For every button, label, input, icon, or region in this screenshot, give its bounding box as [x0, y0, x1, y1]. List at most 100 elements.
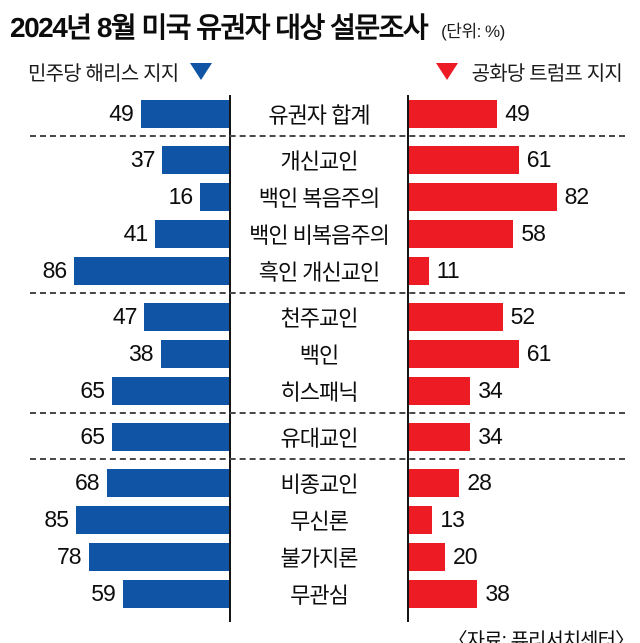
trump-value-label: 11 — [436, 257, 460, 283]
trump-value-label: 61 — [526, 146, 552, 172]
axis-extension-center — [231, 612, 407, 622]
harris-bar — [155, 219, 229, 248]
category-cell: 흑인 개신교인 — [231, 252, 407, 289]
trump-bar-cell: 13 — [407, 501, 640, 538]
axis-extension-left — [0, 612, 231, 622]
trump-bar — [409, 256, 429, 285]
category-cell: 무신론 — [231, 501, 407, 538]
trump-bar-cell: 61 — [407, 141, 640, 178]
harris-bar-cell: 41 — [0, 215, 231, 252]
category-label: 백인 비복음주의 — [249, 222, 390, 248]
trump-bar — [409, 542, 445, 571]
harris-bar — [74, 256, 229, 285]
chart-row: 38 백인 61 — [0, 335, 640, 372]
harris-bar-cell: 38 — [0, 335, 231, 372]
category-label: 불가지론 — [280, 545, 359, 571]
trump-bar-cell: 28 — [407, 464, 640, 501]
dashed-divider-line — [30, 135, 625, 137]
trump-value-label: 28 — [467, 469, 492, 495]
harris-bar — [140, 99, 229, 128]
trump-bar-cell: 58 — [407, 215, 640, 252]
category-cell: 천주교인 — [231, 298, 407, 335]
harris-value-label: 38 — [129, 340, 154, 366]
harris-bar — [200, 182, 229, 211]
harris-bar-cell: 68 — [0, 464, 231, 501]
harris-bar — [144, 302, 229, 331]
category-label: 무관심 — [290, 582, 349, 608]
harris-value-label: 65 — [80, 423, 105, 449]
category-cell: 불가지론 — [231, 538, 407, 575]
trump-value-label: 34 — [478, 377, 503, 403]
harris-bar-cell: 59 — [0, 575, 231, 612]
trump-value-label: 58 — [521, 220, 546, 246]
category-cell: 유권자 합계 — [231, 95, 407, 132]
group-separator — [0, 409, 640, 418]
category-label: 백인 — [299, 342, 339, 368]
chart-row: 41 백인 비복음주의 58 — [0, 215, 640, 252]
trump-bar-cell: 34 — [407, 372, 640, 409]
harris-value-label: 78 — [57, 543, 82, 569]
dashed-divider-line — [30, 292, 625, 294]
harris-bar — [106, 468, 229, 497]
category-cell: 개신교인 — [231, 141, 407, 178]
chart-row: 68 비종교인 28 — [0, 464, 640, 501]
chart-row: 37 개신교인 61 — [0, 141, 640, 178]
unit-note: (단위: %) — [441, 22, 505, 41]
group-separator — [0, 455, 640, 464]
category-cell: 백인 비복음주의 — [231, 215, 407, 252]
group-separator — [0, 132, 640, 141]
category-label: 무신론 — [290, 508, 349, 534]
trump-bar-cell: 20 — [407, 538, 640, 575]
category-cell: 백인 — [231, 335, 407, 372]
trump-value-label: 34 — [478, 423, 503, 449]
chart-rows: 49 유권자 합계 49 37 개신교인 61 16 백인 복음주의 82 41 백인 비복음주의 5… — [0, 95, 640, 622]
trump-bar — [409, 99, 498, 128]
category-label: 히스패닉 — [280, 379, 359, 405]
chart-row: 65 히스패닉 34 — [0, 372, 640, 409]
category-cell: 백인 복음주의 — [231, 178, 407, 215]
harris-bar — [76, 505, 229, 534]
harris-bar-cell: 16 — [0, 178, 231, 215]
harris-blue-triangle-icon — [190, 63, 213, 80]
harris-value-label: 85 — [44, 506, 69, 532]
legend-item-harris: 민주당 해리스 지지 — [28, 57, 213, 86]
trump-bar — [409, 468, 460, 497]
axis-extension-right — [407, 612, 640, 622]
trump-value-label: 49 — [505, 100, 530, 126]
category-label: 비종교인 — [280, 471, 359, 497]
chart-row: 78 불가지론 20 — [0, 538, 640, 575]
harris-value-label: 47 — [112, 303, 138, 329]
trump-bar — [409, 182, 557, 211]
harris-bar-cell: 86 — [0, 252, 231, 289]
trump-bar-cell: 82 — [407, 178, 640, 215]
trump-bar — [409, 505, 433, 534]
harris-value-label: 86 — [42, 257, 68, 283]
trump-bar — [409, 145, 519, 174]
trump-value-label: 52 — [510, 303, 536, 329]
category-cell: 무관심 — [231, 575, 407, 612]
trump-bar — [409, 376, 471, 405]
category-label: 유대교인 — [280, 425, 359, 451]
harris-value-label: 37 — [130, 146, 156, 172]
trump-bar-cell: 61 — [407, 335, 640, 372]
legend-trump-label: 공화당 트럼프 지지 — [471, 63, 623, 85]
harris-bar — [122, 579, 229, 608]
source-credit: 〈자료: 퓨리서치센터〉 — [447, 630, 635, 643]
group-separator — [0, 289, 640, 298]
harris-bar — [112, 422, 229, 451]
trump-value-label: 20 — [453, 543, 478, 569]
category-label: 백인 복음주의 — [258, 185, 381, 211]
trump-value-label: 82 — [564, 183, 590, 209]
trump-value-label: 13 — [440, 506, 465, 532]
harris-bar-cell: 47 — [0, 298, 231, 335]
chart-row: 49 유권자 합계 49 — [0, 95, 640, 132]
chart-row: 16 백인 복음주의 82 — [0, 178, 640, 215]
legend: 민주당 해리스 지지 공화당 트럼프 지지 — [0, 57, 640, 86]
dashed-divider-line — [30, 458, 625, 460]
trump-value-label: 61 — [526, 340, 552, 366]
category-label: 개신교인 — [280, 148, 359, 174]
harris-bar — [88, 542, 229, 571]
chart-row: 65 유대교인 34 — [0, 418, 640, 455]
trump-bar-cell: 52 — [407, 298, 640, 335]
category-label: 유권자 합계 — [268, 102, 370, 128]
